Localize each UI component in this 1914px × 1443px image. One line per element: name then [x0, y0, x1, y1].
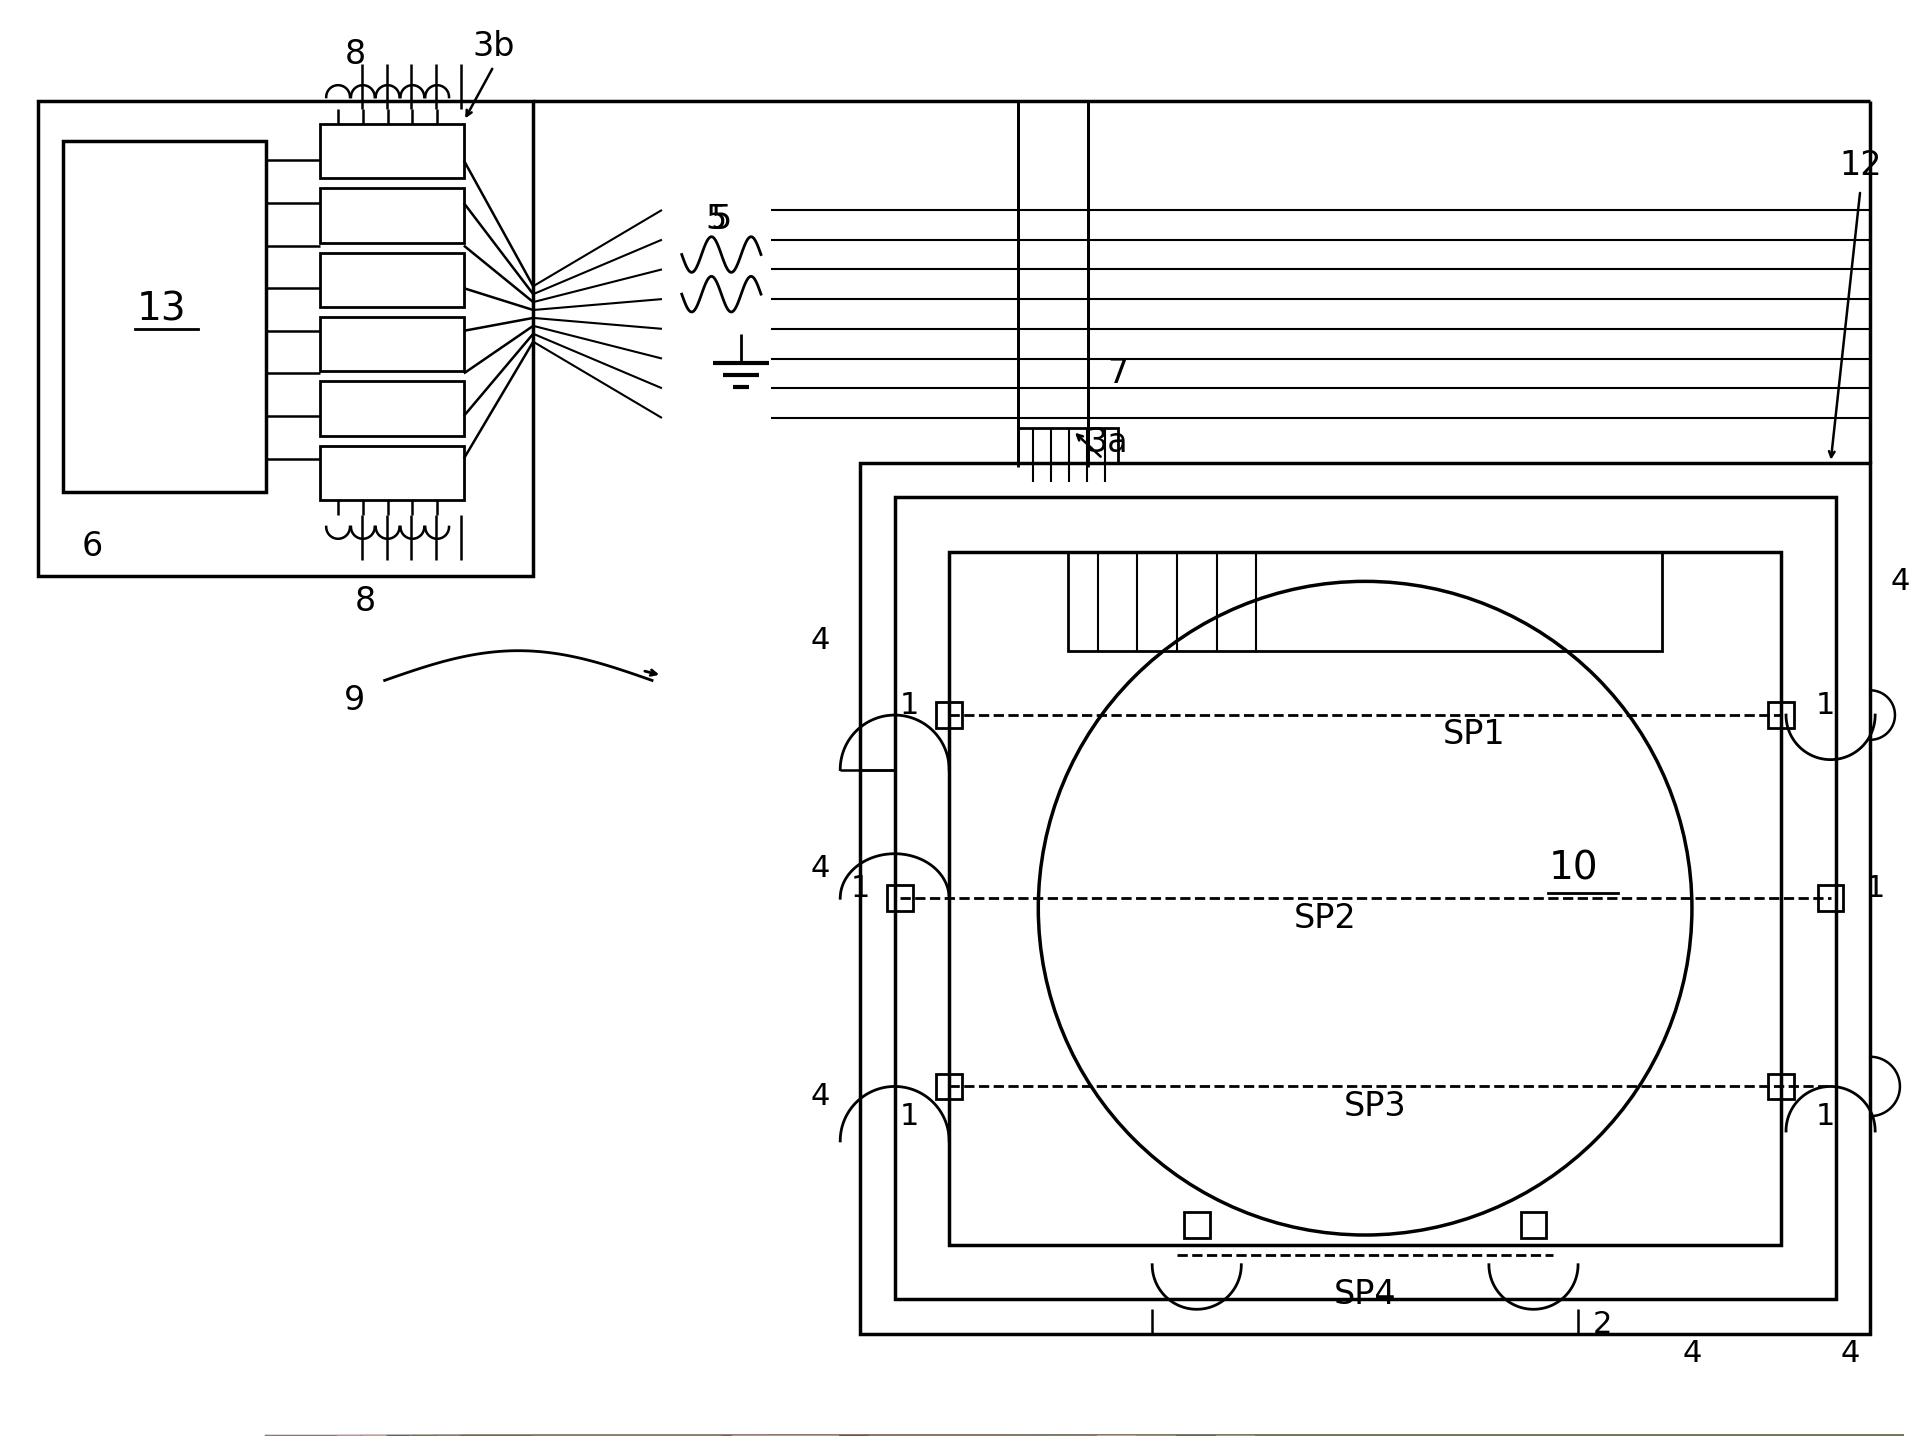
Bar	[949, 551, 1782, 1245]
Bar	[320, 317, 463, 371]
Bar	[320, 381, 463, 436]
Text: 4: 4	[812, 626, 831, 655]
Text: 8: 8	[345, 38, 366, 71]
Bar	[320, 188, 463, 242]
Bar	[1520, 1212, 1547, 1238]
Text: 4: 4	[812, 854, 831, 883]
Text: 8: 8	[354, 584, 375, 618]
Bar	[320, 253, 463, 307]
Bar	[1018, 429, 1118, 463]
Text: 5: 5	[710, 203, 731, 237]
Bar	[63, 140, 266, 492]
Text: 5: 5	[706, 203, 727, 237]
Text: SP4: SP4	[1334, 1278, 1397, 1310]
Text: 3b: 3b	[473, 30, 515, 63]
Text: 1: 1	[1816, 691, 1836, 720]
Text: SP2: SP2	[1294, 902, 1357, 935]
Bar	[1769, 703, 1793, 727]
Text: 4: 4	[812, 1082, 831, 1111]
Text: 1: 1	[900, 691, 919, 720]
Text: 9: 9	[345, 684, 366, 717]
Text: 4: 4	[1682, 1339, 1702, 1368]
Text: SP1: SP1	[1443, 719, 1506, 752]
Bar	[320, 446, 463, 501]
Text: 1: 1	[1816, 1101, 1836, 1131]
Bar	[1068, 551, 1661, 651]
Text: 10: 10	[1548, 850, 1598, 887]
Text: 1: 1	[850, 874, 869, 903]
Text: 1: 1	[1866, 874, 1885, 903]
Text: 3a: 3a	[1087, 426, 1129, 459]
Bar	[894, 498, 1836, 1299]
Text: 1: 1	[900, 1101, 919, 1131]
Text: 2: 2	[1592, 1310, 1612, 1339]
Text: 4: 4	[1891, 567, 1910, 596]
Bar	[936, 703, 963, 727]
Bar	[1769, 1074, 1793, 1100]
Bar	[936, 1074, 963, 1100]
Bar	[886, 886, 913, 911]
Text: 4: 4	[1841, 1339, 1860, 1368]
Bar	[1185, 1212, 1210, 1238]
Text: 12: 12	[1839, 149, 1881, 182]
Bar	[320, 124, 463, 179]
Bar	[1818, 886, 1843, 911]
Text: 6: 6	[82, 530, 103, 563]
Bar	[38, 101, 534, 576]
Text: SP3: SP3	[1344, 1089, 1407, 1123]
Text: 7: 7	[1106, 356, 1127, 390]
Bar	[859, 463, 1870, 1333]
Text: 13: 13	[138, 290, 188, 328]
